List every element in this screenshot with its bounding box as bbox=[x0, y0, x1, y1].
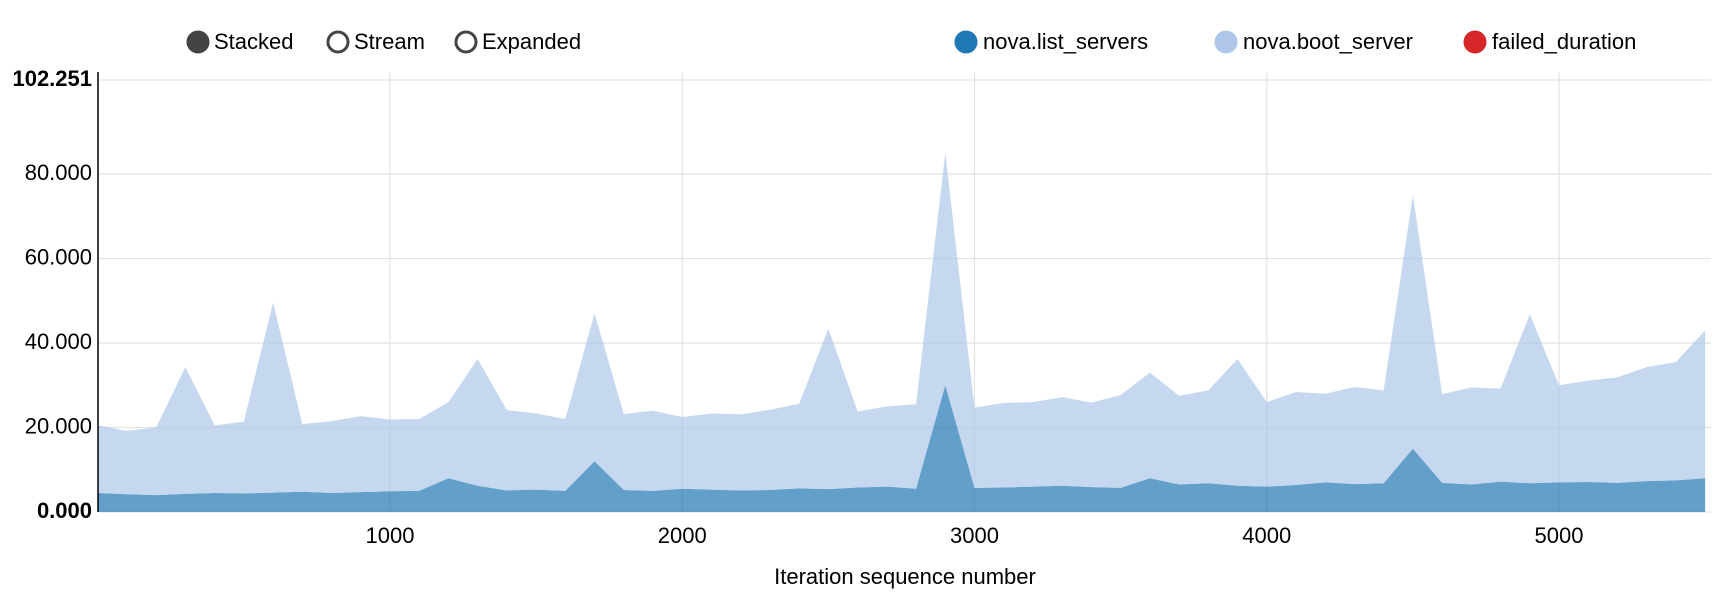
control-dot[interactable] bbox=[454, 30, 478, 54]
y-tick-label: 102.251 bbox=[12, 66, 92, 91]
x-tick-label: 4000 bbox=[1242, 523, 1291, 548]
legend-dot[interactable] bbox=[1214, 30, 1238, 54]
y-tick-label: 20.000 bbox=[25, 413, 92, 438]
control[interactable]: Stream bbox=[326, 29, 425, 54]
area bbox=[98, 385, 1706, 512]
y-tick-label: 60.000 bbox=[25, 244, 92, 269]
x-tick-label: 2000 bbox=[658, 523, 707, 548]
control-label[interactable]: Expanded bbox=[482, 29, 581, 54]
control-label[interactable]: Stacked bbox=[214, 29, 294, 54]
x-tick-label: 3000 bbox=[950, 523, 999, 548]
legend-label[interactable]: nova.boot_server bbox=[1243, 29, 1413, 54]
x-tick-label: 1000 bbox=[365, 523, 414, 548]
x-tick-label: 5000 bbox=[1535, 523, 1584, 548]
legend-item[interactable]: failed_duration bbox=[1463, 29, 1636, 54]
control[interactable]: Expanded bbox=[454, 29, 581, 54]
control-dot[interactable] bbox=[186, 30, 210, 54]
legend-dot[interactable] bbox=[1463, 30, 1487, 54]
control[interactable]: Stacked bbox=[186, 29, 294, 54]
legend-item[interactable]: nova.boot_server bbox=[1214, 29, 1413, 54]
y-tick-label: 40.000 bbox=[25, 329, 92, 354]
control-label[interactable]: Stream bbox=[354, 29, 425, 54]
control-dot[interactable] bbox=[326, 30, 350, 54]
legend-label[interactable]: nova.list_servers bbox=[983, 29, 1148, 54]
legend-dot[interactable] bbox=[954, 30, 978, 54]
y-tick-label: 0.000 bbox=[37, 498, 92, 523]
y-tick-label: 80.000 bbox=[25, 160, 92, 185]
x-axis-label: Iteration sequence number bbox=[774, 564, 1036, 589]
legend-label[interactable]: failed_duration bbox=[1492, 29, 1636, 54]
area bbox=[98, 152, 1706, 496]
legend-item[interactable]: nova.list_servers bbox=[954, 29, 1148, 54]
